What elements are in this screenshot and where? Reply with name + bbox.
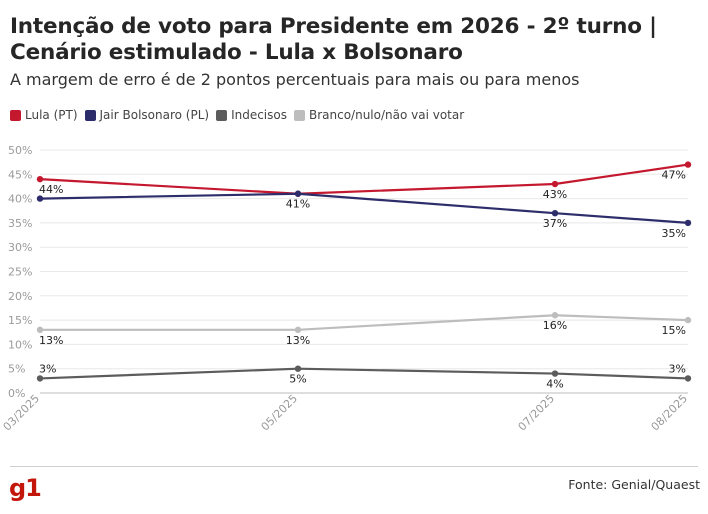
data-label: 4% <box>546 378 563 391</box>
data-label: 47% <box>662 169 686 182</box>
y-tick-label: 35% <box>8 217 32 230</box>
series-line <box>39 367 689 380</box>
y-tick-label: 45% <box>8 168 32 181</box>
legend-item-indecisos: Indecisos <box>216 108 287 122</box>
data-point <box>36 326 44 334</box>
legend-swatch-lula <box>10 109 21 121</box>
data-label: 13% <box>39 334 63 347</box>
data-label: 16% <box>543 319 567 332</box>
y-tick-label: 10% <box>8 338 32 351</box>
source-note: Fonte: Genial/Quaest <box>568 477 700 492</box>
data-point <box>684 375 692 382</box>
data-label: 44% <box>39 183 63 196</box>
data-point <box>36 175 44 183</box>
g1-logo: g1 <box>9 474 42 502</box>
chart-subtitle: A margem de erro é de 2 pontos percentua… <box>10 70 580 89</box>
x-tick-label: 05/2025 <box>259 392 301 434</box>
data-label: 3% <box>669 362 686 375</box>
data-label: 41% <box>286 198 310 211</box>
legend-item-branco: Branco/nulo/não vai votar <box>293 108 465 122</box>
data-label: 43% <box>543 188 567 201</box>
legend-swatch-branco <box>293 109 305 121</box>
x-tick-label: 07/2025 <box>516 392 558 434</box>
y-tick-label: 40% <box>8 193 32 206</box>
data-label: 13% <box>286 334 310 347</box>
data-label: 3% <box>39 362 56 375</box>
x-tick-label: 08/2025 <box>649 392 691 434</box>
data-point <box>36 375 44 382</box>
data-point <box>294 326 302 334</box>
legend-swatch-bolsonaro <box>84 109 96 121</box>
data-point <box>551 370 559 377</box>
data-label: 5% <box>289 373 306 386</box>
data-point <box>294 190 302 197</box>
footer-divider <box>10 466 698 467</box>
data-point <box>294 365 302 372</box>
series-line <box>39 192 689 224</box>
y-tick-label: 5% <box>8 363 25 376</box>
data-label: 35% <box>662 227 686 240</box>
data-label: 15% <box>662 324 686 337</box>
line-chart: 0%5%10%15%20%25%30%35%40%45%50%03/2025 05… <box>1 144 692 434</box>
legend-label-bolsonaro: Jair Bolsonaro (PL) <box>99 108 210 122</box>
legend-label-branco: Branco/nulo/não vai votar <box>308 108 465 122</box>
legend-swatch-indecisos <box>216 109 228 121</box>
y-tick-label: 50% <box>8 144 32 157</box>
legend-label-lula: Lula (PT) <box>25 108 78 122</box>
legend-item-bolsonaro: Jair Bolsonaro (PL) <box>84 108 210 122</box>
y-tick-label: 0% <box>8 387 25 400</box>
data-point <box>551 209 559 217</box>
data-point <box>684 161 692 168</box>
series-line <box>39 163 689 195</box>
chart-title: Intenção de voto para Presidente em 2026… <box>10 14 657 65</box>
data-point <box>551 180 559 188</box>
legend-item-lula: Lula (PT) <box>10 108 78 122</box>
legend-label-indecisos: Indecisos <box>231 108 287 122</box>
data-point <box>36 195 44 202</box>
y-tick-label: 15% <box>8 314 32 327</box>
data-point <box>684 316 692 324</box>
data-label: 37% <box>543 217 567 230</box>
data-point <box>551 312 559 319</box>
y-tick-label: 30% <box>8 241 32 254</box>
data-point <box>684 219 692 227</box>
legend: Lula (PT) Jair Bolsonaro (PL) Indecisos … <box>10 108 471 122</box>
series-line <box>40 314 689 331</box>
y-tick-label: 25% <box>8 266 32 279</box>
y-tick-label: 20% <box>8 290 32 303</box>
